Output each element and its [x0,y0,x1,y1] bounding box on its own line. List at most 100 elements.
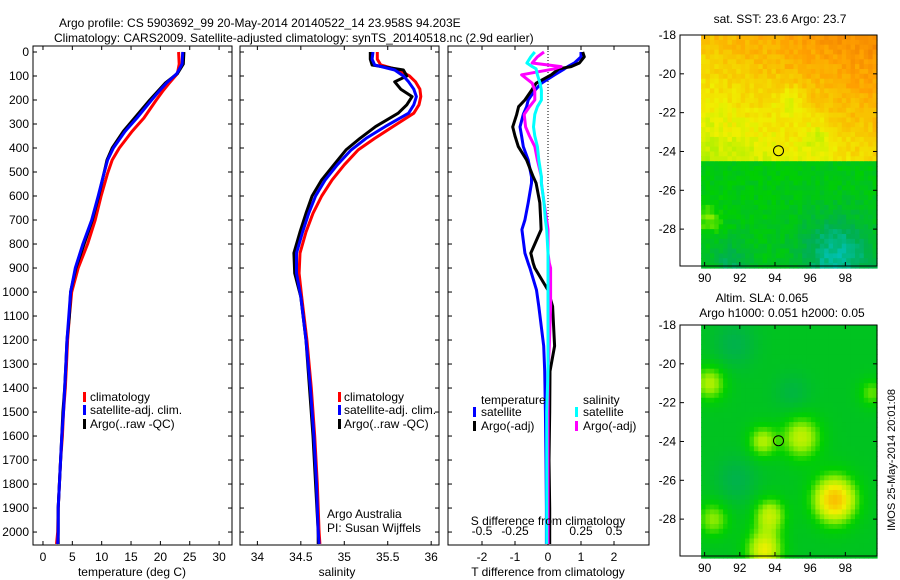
map-cell [837,102,843,109]
map-cell [806,344,812,350]
map-cell [709,417,715,423]
map-cell [859,470,865,477]
map-cell [749,93,755,99]
map-cell [767,388,773,394]
map-cell [872,248,878,254]
map-cell [850,98,856,104]
map-cell [789,146,795,153]
map-cell [868,180,874,187]
map-cell [753,224,759,230]
map-cell [740,368,746,375]
map-cell [749,151,755,157]
map-cell [740,494,746,501]
map-cell [863,117,869,123]
map-cell [784,234,790,240]
map-cell [784,451,790,457]
map-cell [863,88,869,94]
map-cell [833,373,838,379]
map-cell [828,127,834,133]
map-cell [758,490,764,496]
map-cell [846,209,852,216]
map-cell [872,127,878,133]
map-cell [802,402,808,409]
map-cell [833,388,838,394]
map-cell [811,248,816,254]
map-cell [718,141,724,148]
map-cell [815,136,821,143]
map-cell [802,122,808,128]
map-cell [811,166,816,172]
map-cell [789,49,795,56]
map-cell [819,195,825,201]
map-cell [753,494,759,501]
map-cell [802,392,808,399]
map-cell [811,524,816,530]
map-cell [806,209,812,216]
map-cell [828,490,834,496]
map-cell [859,195,865,201]
map-cell [771,170,777,177]
map-cell [833,436,838,443]
map-cell [762,93,768,99]
map-cell [868,548,874,554]
map-cell [846,475,852,481]
map-cell [718,325,724,331]
map-cell [872,388,878,394]
map-cell [811,175,816,182]
map-cell [815,528,821,535]
y-tick-label: 1600 [2,429,29,443]
map-cell [762,519,768,525]
map-cell [855,426,860,433]
map-cell [709,344,715,350]
map-cell [802,334,808,341]
map-cell [740,117,746,123]
map-cell [841,426,847,433]
map-cell [723,146,729,153]
map-cell [802,78,808,85]
map-cell [731,325,737,331]
map-cell [811,73,816,80]
map-cell [806,219,812,225]
map-cell [819,161,825,167]
x-tick-label: 10 [95,550,109,564]
map-cell [850,141,856,148]
map-cell [868,238,874,245]
map-cell [833,378,838,384]
map-cell [846,180,852,187]
map-cell [819,258,825,264]
map-cell [705,224,711,230]
map-cell [841,98,847,104]
map-cell [784,136,790,143]
map-cell [833,548,838,554]
map-cell [784,185,790,191]
lon-tick-label: 96 [803,561,817,575]
map-cell [701,248,707,254]
map-cell [723,98,729,104]
map-cell [723,238,729,245]
map-cell [718,533,724,540]
map-cell [833,533,838,540]
map-cell [802,441,808,447]
map-cell [701,88,707,94]
map-cell [850,44,856,51]
legend-label: satellite [583,405,624,419]
lat-tick-label: -20 [659,67,677,81]
map-cell [736,475,742,481]
map-cell [802,359,808,365]
map-cell [731,509,737,515]
map-cell [762,499,768,506]
map-cell [815,49,821,56]
map-cell [775,195,781,201]
map-cell [753,175,759,182]
map-cell [819,504,825,511]
map-cell [775,127,781,133]
map-cell [872,431,878,438]
map-cell [819,363,825,370]
map-cell [718,465,724,472]
map-cell [745,35,751,41]
y-tick-label: 300 [9,117,29,131]
map-cell [806,146,812,153]
map-cell [767,441,773,447]
map-cell [863,156,869,162]
map-cell [740,238,746,245]
